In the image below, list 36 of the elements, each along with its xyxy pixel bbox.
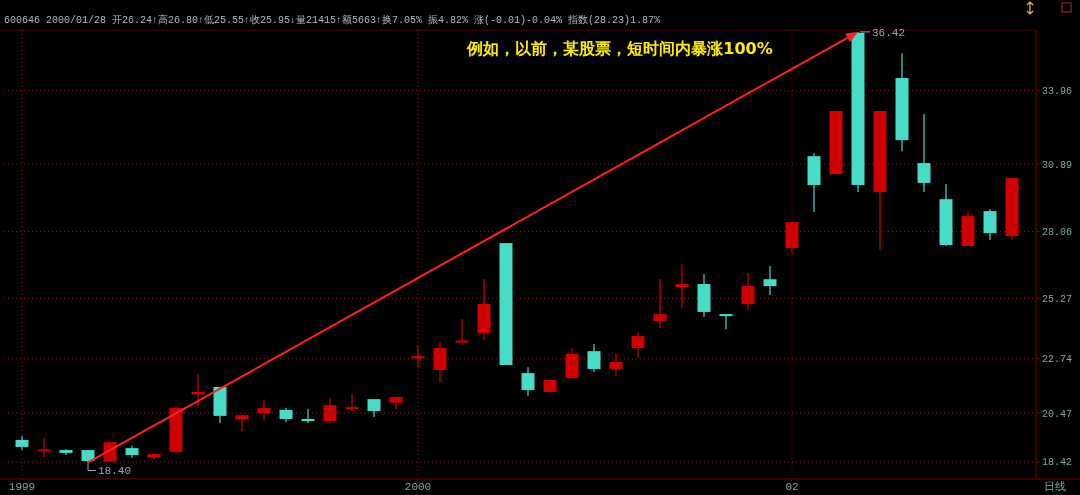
candlestick [917, 113, 931, 193]
candlestick [411, 344, 425, 368]
candlestick [631, 331, 645, 359]
candlestick [257, 398, 271, 422]
y-tick-label: 22.74 [1042, 354, 1073, 366]
candlestick [609, 352, 623, 377]
candlestick [653, 278, 667, 329]
y-tick-label: 20.47 [1042, 408, 1073, 420]
x-tick-label: 1999 [8, 481, 36, 493]
candlestick [741, 272, 755, 311]
candlestick [983, 208, 997, 241]
y-tick-label: 33.96 [1042, 86, 1073, 98]
candlestick [433, 341, 447, 383]
annotation: 18.40 [98, 465, 132, 478]
y-tick-label: 18.42 [1042, 457, 1073, 469]
candlestick [455, 318, 469, 346]
candlestick [521, 366, 535, 397]
candlestick [235, 413, 249, 432]
chart-subtitle: 600646 2000/01/28 开26.24↑高26.80↑低25.55↑收25.95↓量21415↑额5663↑换7.05% 振4.82% 涨(-0.01)-0.04% 指数(28.23)1.87% [4, 14, 661, 26]
candlestick [323, 397, 337, 424]
candlestick [37, 437, 51, 458]
text: 例如，以前，某股票，短时间内暴涨100% [466, 39, 773, 58]
y-tick-label: 25.27 [1042, 293, 1073, 305]
candlestick [763, 265, 777, 296]
x-tick-label: 02 [785, 481, 799, 493]
candlestick [389, 395, 403, 410]
candlestick [587, 343, 601, 373]
x-tick-label: 2000 [404, 481, 432, 493]
annotation: 36.42 [872, 26, 906, 39]
y-tick-label: 30.89 [1042, 159, 1073, 171]
candlestick [301, 408, 315, 424]
candlestick [345, 393, 359, 412]
candlestick [719, 313, 733, 330]
candlestick [675, 263, 689, 309]
y-tick-label: 28.06 [1042, 227, 1073, 239]
text: 日线 [1044, 480, 1066, 493]
